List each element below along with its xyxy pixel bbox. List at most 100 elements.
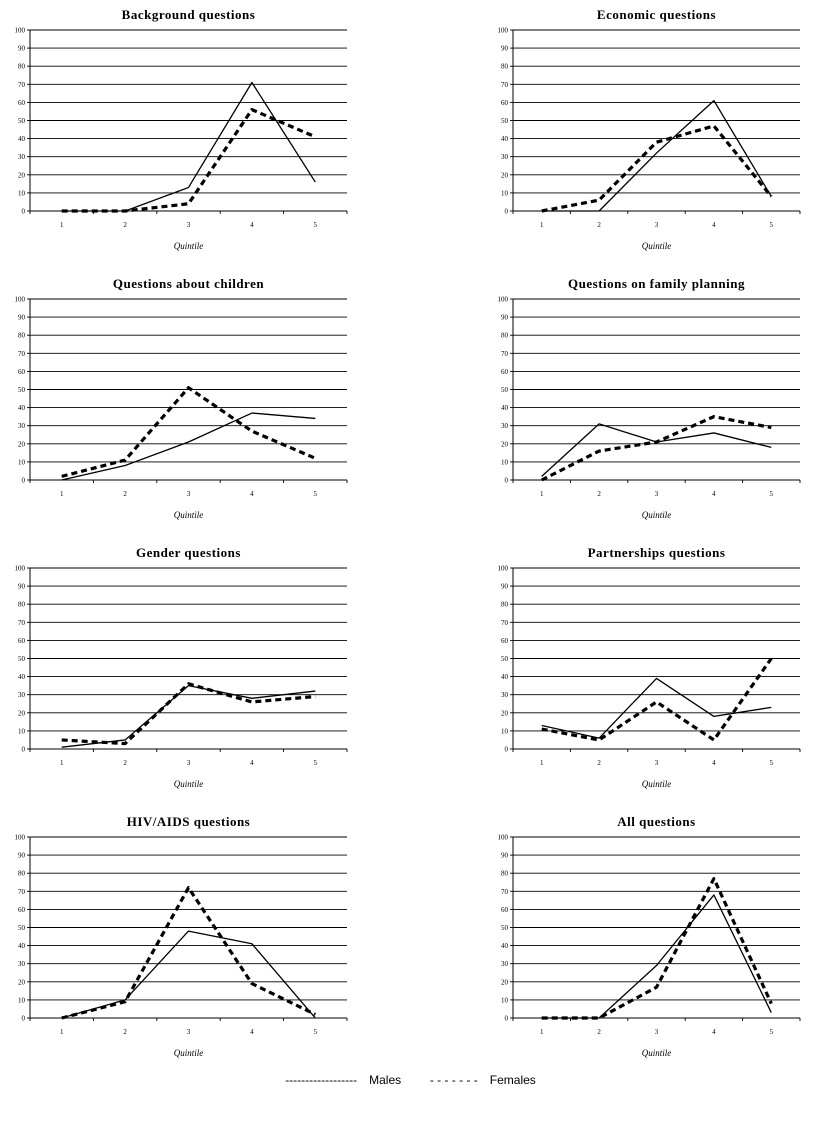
chart-2-ytick-label: 40	[501, 135, 509, 143]
chart-4-ytick-label: 80	[501, 332, 509, 340]
chart-1-series-males	[61, 81, 316, 212]
chart-4-xtick-label: 1	[540, 490, 544, 498]
chart-2-ytick-label: 50	[501, 117, 509, 125]
chart-1-ytick-label: 60	[18, 99, 26, 107]
chart-8-all-questions: All questions 0 10 20 30 40 50 60 70 80 90 100 1 2 3 4 5…	[498, 814, 801, 1058]
chart-6-ytick-label: 40	[501, 673, 509, 681]
chart-5-ytick-label: 50	[18, 655, 26, 663]
chart-2-ytick-label: 100	[498, 27, 509, 35]
chart-5-xtick-label: 5	[314, 759, 318, 767]
chart-1-title: Background questions	[122, 7, 256, 22]
chart-3-xtick-label: 2	[123, 490, 127, 498]
chart-8-series-males	[541, 894, 772, 1019]
chart-1-ytick-label: 50	[18, 117, 26, 125]
chart-5-series-females	[61, 682, 316, 746]
chart-1-ytick-label: 20	[18, 171, 26, 179]
chart-6-xtick-label: 2	[597, 759, 601, 767]
chart-3-ytick-label: 10	[18, 458, 26, 466]
chart-1-xtick-label: 2	[123, 221, 127, 229]
chart-3-ytick-label: 80	[18, 332, 26, 340]
chart-6-ytick-label: 10	[501, 727, 509, 735]
legend-males-label: Males	[369, 1073, 402, 1087]
chart-7-ytick-label: 30	[18, 960, 26, 968]
chart-2-ytick-label: 60	[501, 99, 509, 107]
chart-4-series-females	[540, 415, 772, 482]
chart-6-ytick-label: 50	[501, 655, 509, 663]
chart-1-ytick-label: 10	[18, 189, 26, 197]
chart-8-ytick-label: 10	[501, 996, 509, 1004]
legend-females-swatch: - - - - - - -	[429, 1073, 478, 1087]
chart-3-xtick-label: 5	[314, 490, 318, 498]
chart-2-xtick-label: 4	[712, 221, 716, 229]
chart-7-xtick-label: 2	[123, 1028, 127, 1036]
chart-3-ytick-label: 70	[18, 350, 26, 358]
chart-4-questions-on-family-planning: Questions on family planning 0 10 20 30 40 50 6…	[498, 276, 801, 520]
chart-4-ytick-label: 50	[501, 386, 509, 394]
chart-3-series-males	[61, 412, 316, 481]
chart-6-series-males	[541, 677, 772, 739]
chart-4-ytick-label: 60	[501, 368, 509, 376]
chart-3-title: Questions about children	[113, 276, 264, 291]
chart-4-ytick-label: 0	[505, 477, 509, 485]
chart-5-title: Gender questions	[136, 545, 241, 560]
chart-5-xtick-label: 3	[187, 759, 191, 767]
chart-7-ytick-label: 100	[15, 834, 26, 842]
chart-7-hiv-aids-questions: HIV/AIDS questions 0 10 20 30 40 50 60 70 80 90 100…	[15, 814, 348, 1058]
chart-4-title: Questions on family planning	[568, 276, 745, 291]
chart-6-ytick-label: 30	[501, 691, 509, 699]
chart-6-ytick-label: 60	[501, 637, 509, 645]
chart-1-ytick-label: 100	[15, 27, 26, 35]
chart-4-ytick-label: 10	[501, 458, 509, 466]
chart-6-ytick-label: 20	[501, 709, 509, 717]
chart-3-ytick-label: 100	[15, 296, 26, 304]
chart-2-ytick-label: 10	[501, 189, 509, 197]
chart-5-ytick-label: 100	[15, 565, 26, 573]
chart-5-ytick-label: 20	[18, 709, 26, 717]
chart-4-xtick-label: 2	[597, 490, 601, 498]
chart-6-ytick-label: 100	[498, 565, 509, 573]
chart-3-ytick-label: 60	[18, 368, 26, 376]
chart-5-ytick-label: 30	[18, 691, 26, 699]
chart-1-x-axis-label: Quintile	[174, 241, 204, 251]
chart-2-ytick-label: 30	[501, 153, 509, 161]
chart-1-xtick-label: 1	[60, 221, 64, 229]
chart-5-ytick-label: 60	[18, 637, 26, 645]
chart-7-ytick-label: 70	[18, 888, 26, 896]
chart-8-ytick-label: 40	[501, 942, 509, 950]
chart-5-ytick-label: 40	[18, 673, 26, 681]
chart-8-ytick-label: 30	[501, 960, 509, 968]
chart-6-xtick-label: 3	[655, 759, 659, 767]
chart-2-ytick-label: 80	[501, 63, 509, 71]
chart-3-ytick-label: 40	[18, 404, 26, 412]
chart-6-title: Partnerships questions	[588, 545, 726, 560]
chart-8-x-axis-label: Quintile	[642, 1048, 672, 1058]
chart-8-ytick-label: 20	[501, 978, 509, 986]
chart-6-ytick-label: 80	[501, 601, 509, 609]
legend-males-swatch: ------------------	[285, 1073, 358, 1087]
chart-2-xtick-label: 5	[770, 221, 774, 229]
chart-4-ytick-label: 90	[501, 314, 509, 322]
chart-2-ytick-label: 20	[501, 171, 509, 179]
chart-2-ytick-label: 0	[505, 208, 509, 216]
chart-2-title: Economic questions	[597, 7, 716, 22]
chart-8-xtick-label: 2	[597, 1028, 601, 1036]
chart-5-gender-questions: Gender questions 0 10 20 30 40 50 60 70 80 90 100 1 2…	[15, 545, 348, 789]
chart-1-ytick-label: 0	[22, 208, 26, 216]
chart-5-ytick-label: 10	[18, 727, 26, 735]
chart-8-ytick-label: 90	[501, 852, 509, 860]
chart-8-ytick-label: 60	[501, 906, 509, 914]
chart-8-ytick-label: 50	[501, 924, 509, 932]
chart-4-series-males	[541, 423, 772, 477]
chart-3-ytick-label: 0	[22, 477, 26, 485]
chart-4-ytick-label: 70	[501, 350, 509, 358]
chart-2-xtick-label: 3	[655, 221, 659, 229]
chart-8-ytick-label: 0	[505, 1015, 509, 1023]
chart-1-ytick-label: 80	[18, 63, 26, 71]
chart-5-ytick-label: 80	[18, 601, 26, 609]
chart-3-ytick-label: 50	[18, 386, 26, 394]
chart-1-xtick-label: 4	[250, 221, 254, 229]
chart-5-x-axis-label: Quintile	[174, 779, 204, 789]
legend: ------------------ Males - - - - - - - Fem…	[0, 1073, 821, 1087]
chart-7-series-females	[61, 886, 316, 1020]
chart-7-ytick-label: 0	[22, 1015, 26, 1023]
